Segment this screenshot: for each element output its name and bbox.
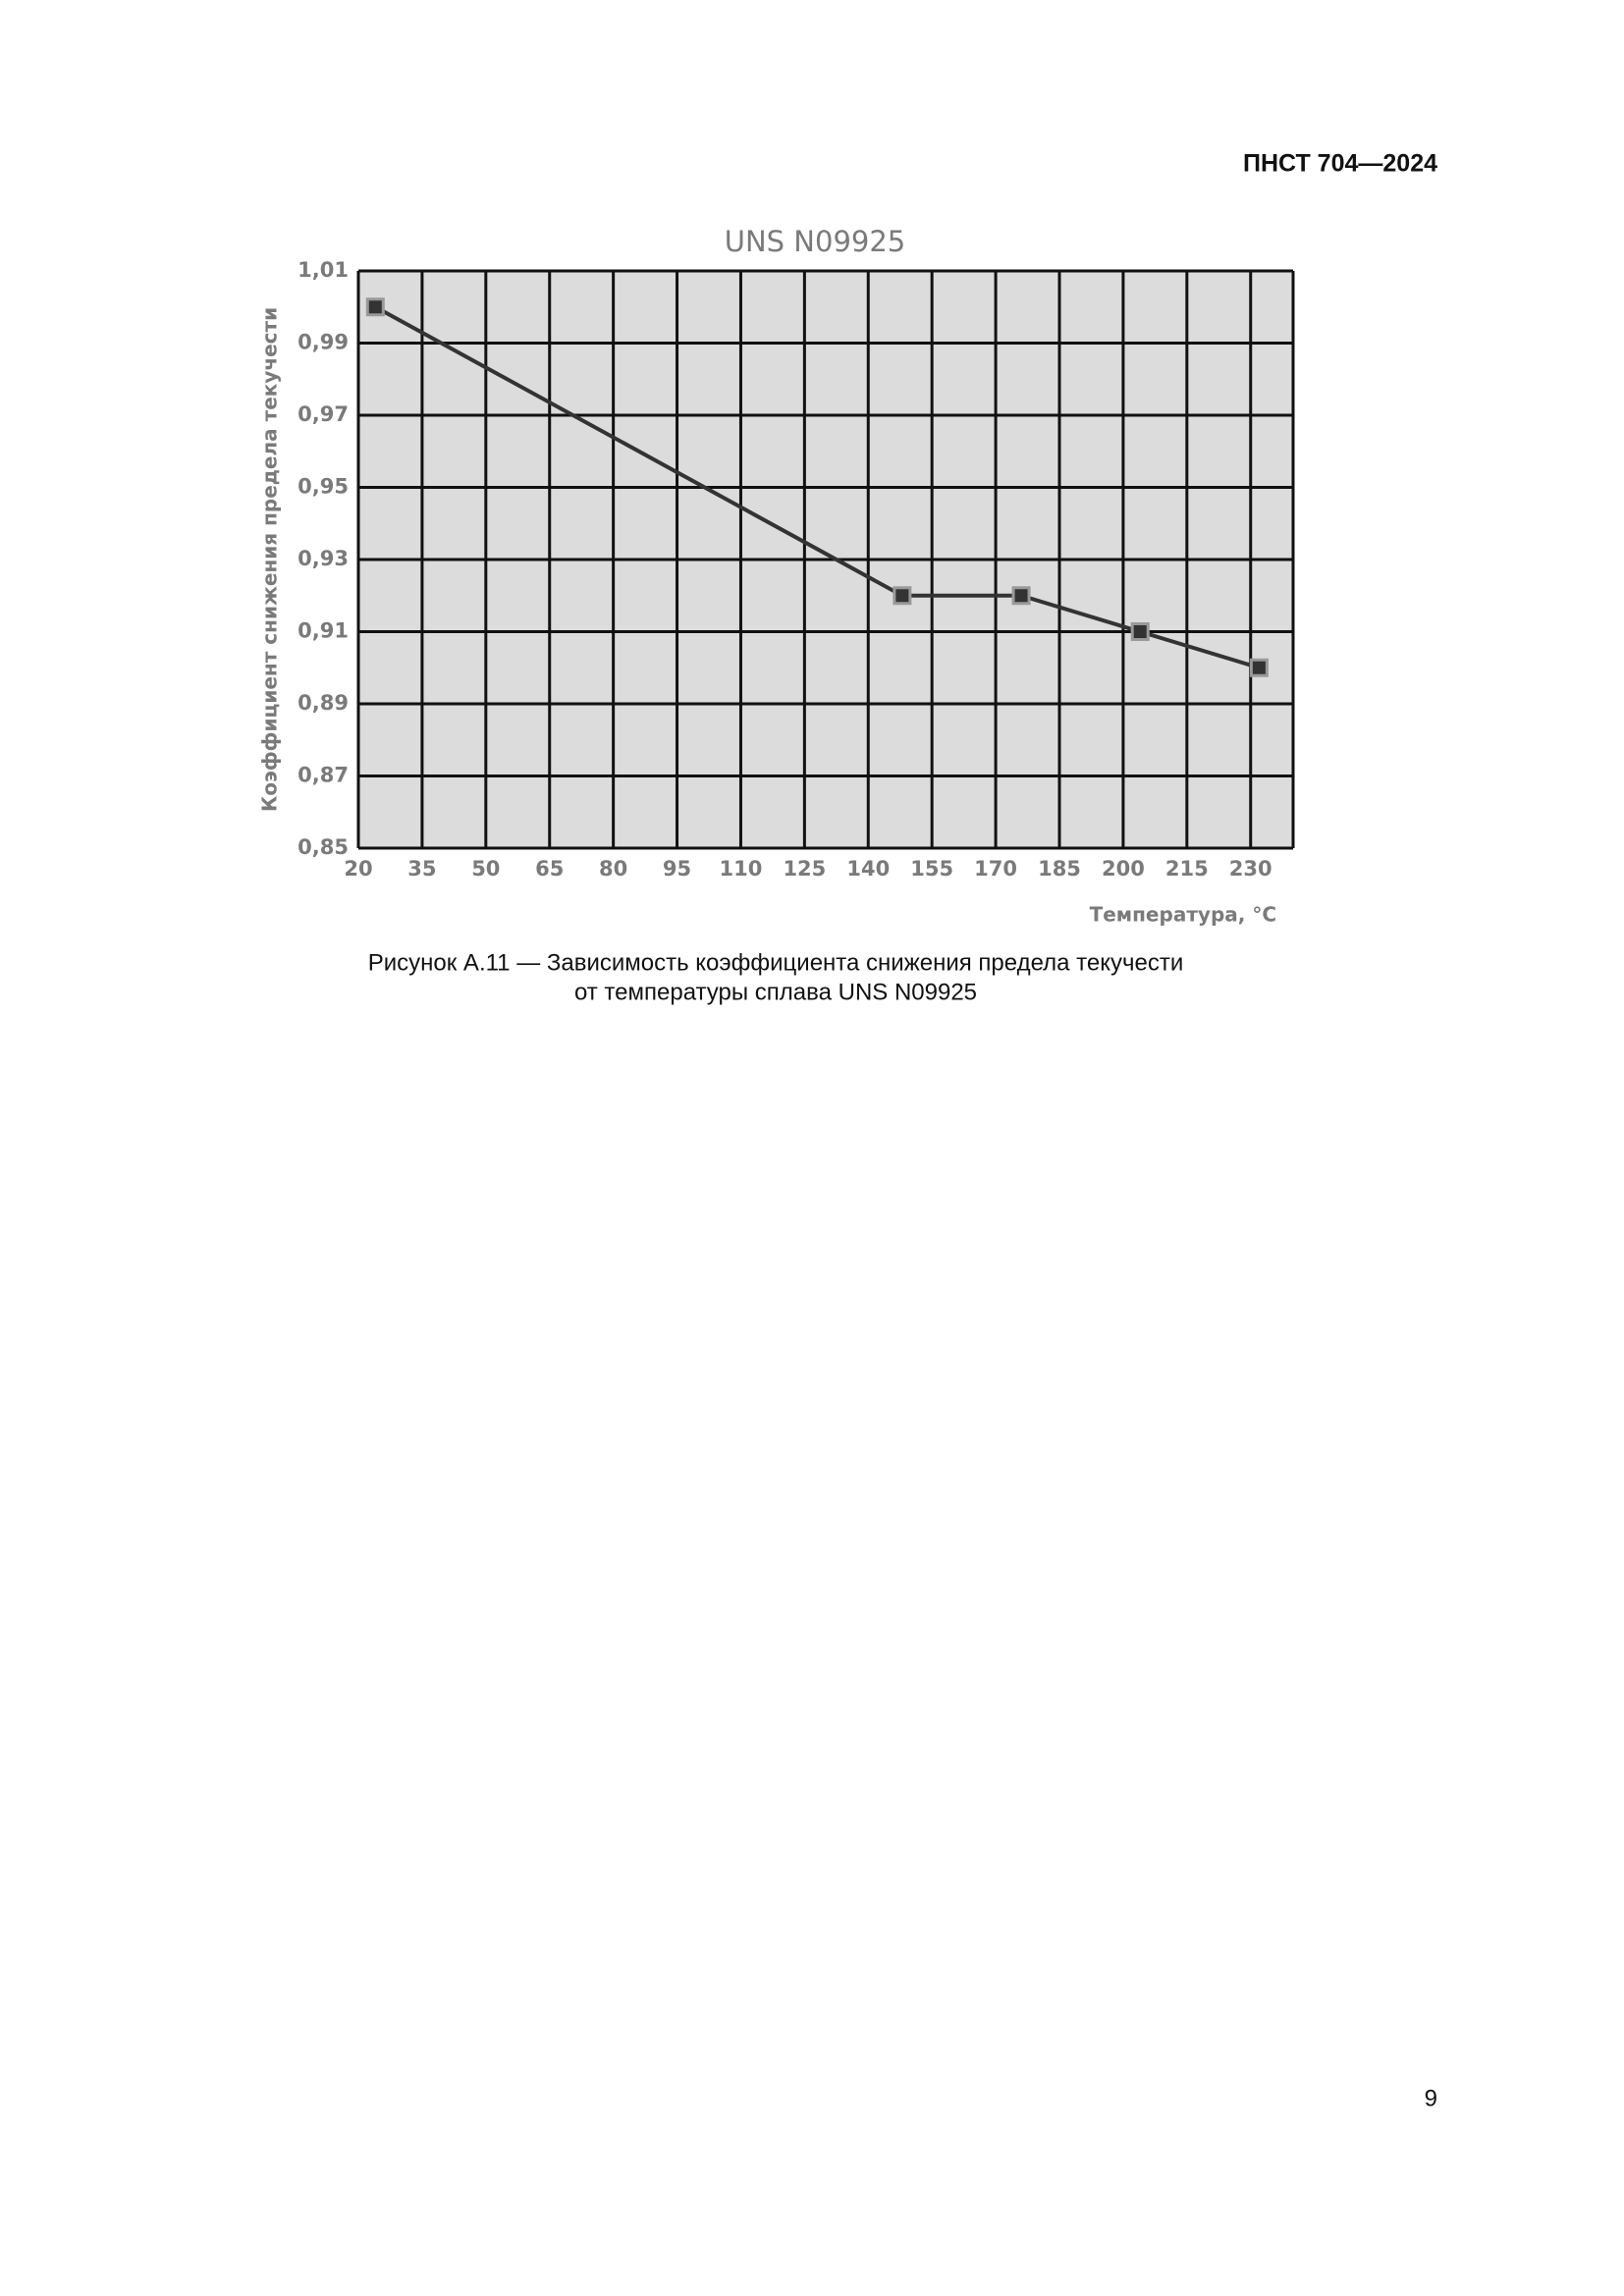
- y-tick-label: 0,91: [298, 619, 349, 643]
- x-tick-label: 140: [846, 857, 890, 881]
- header: ПНСТ 704—2024: [1243, 150, 1437, 178]
- x-tick-label: 185: [1038, 857, 1081, 881]
- data-marker: [1011, 586, 1031, 606]
- y-tick-label: 0,89: [298, 691, 349, 715]
- x-tick-label: 200: [1102, 857, 1145, 881]
- x-tick-label: 65: [535, 857, 564, 881]
- y-axis-title: Коэффициент снижения предела текучести: [258, 307, 282, 812]
- y-tick-label: 1,01: [298, 258, 349, 282]
- chart-title: UNS N09925: [725, 225, 906, 258]
- x-tick-label: 215: [1165, 857, 1209, 881]
- caption-line: от температуры сплава UNS N09925: [574, 979, 977, 1005]
- x-tick-label: 95: [663, 857, 691, 881]
- page-number: 9: [1425, 2085, 1437, 2111]
- x-tick-label: 50: [471, 857, 500, 881]
- y-tick-label: 0,93: [298, 547, 349, 570]
- x-tick-label: 125: [783, 857, 826, 881]
- x-tick-label: 35: [407, 857, 436, 881]
- y-tick-label: 0,85: [298, 835, 349, 859]
- x-tick-label: 155: [910, 857, 953, 881]
- y-tick-label: 0,95: [298, 475, 349, 499]
- x-tick-label: 230: [1229, 857, 1272, 881]
- data-marker: [893, 586, 912, 606]
- x-tick-label: 170: [974, 857, 1017, 881]
- data-marker: [1249, 658, 1269, 677]
- data-marker: [365, 297, 385, 317]
- x-tick-label: 80: [599, 857, 627, 881]
- y-tick-label: 0,99: [298, 331, 349, 354]
- data-marker: [1130, 622, 1150, 641]
- y-tick-label: 0,97: [298, 402, 349, 426]
- y-tick-label: 0,87: [298, 764, 349, 787]
- x-axis-title: Температура, °C: [1090, 903, 1276, 927]
- x-tick-label: 110: [720, 857, 763, 881]
- caption-line: Рисунок А.11 — Зависимость коэффициента …: [368, 949, 1184, 976]
- x-tick-label: 20: [344, 857, 372, 881]
